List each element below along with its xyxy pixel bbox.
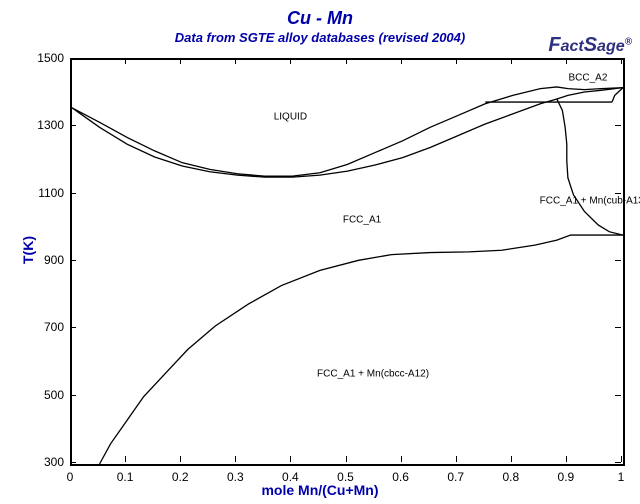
x-tick-label: 0.4 (282, 470, 299, 484)
x-tick (401, 58, 402, 64)
chart-title: Cu - Mn (0, 8, 640, 29)
x-tick (180, 456, 181, 462)
logo-letter-s: S (584, 34, 597, 56)
phase-region-label: FCC_A1 + Mn(cub-A13) (540, 196, 640, 207)
phase-region-label: FCC_A1 + Mn(cbcc-A12) (317, 369, 429, 380)
x-tick (621, 456, 622, 462)
curve-fcc_boundary (557, 99, 623, 235)
x-tick (511, 456, 512, 462)
y-tick (615, 462, 621, 463)
curve-bcc_boundary (612, 88, 623, 102)
curve-cbcc_solvus (100, 235, 623, 464)
x-tick (180, 58, 181, 64)
x-tick (401, 456, 402, 462)
x-tick (125, 456, 126, 462)
x-tick-label: 0.5 (337, 470, 354, 484)
x-tick-label: 0 (67, 470, 74, 484)
y-tick (70, 125, 76, 126)
y-tick (615, 125, 621, 126)
phase-region-label: BCC_A2 (568, 73, 607, 84)
x-tick (456, 456, 457, 462)
x-tick (456, 58, 457, 64)
y-tick-label: 300 (24, 455, 64, 469)
x-tick (70, 58, 71, 64)
x-tick (290, 456, 291, 462)
y-tick-label: 1100 (24, 186, 64, 200)
y-tick (70, 462, 76, 463)
y-tick (615, 260, 621, 261)
x-tick-label: 0.8 (502, 470, 519, 484)
phase-region-label: LIQUID (274, 111, 307, 122)
x-tick (621, 58, 622, 64)
x-tick-label: 0.2 (172, 470, 189, 484)
x-tick (125, 58, 126, 64)
x-tick-label: 1 (618, 470, 625, 484)
y-tick-label: 1500 (24, 51, 64, 65)
factsage-logo: FactSage® (548, 34, 632, 57)
x-tick (346, 58, 347, 64)
x-tick (566, 456, 567, 462)
x-axis-label: mole Mn/(Cu+Mn) (0, 482, 640, 498)
y-tick-label: 900 (24, 253, 64, 267)
y-tick (615, 193, 621, 194)
phase-diagram-curves (72, 60, 623, 464)
y-tick-label: 1300 (24, 118, 64, 132)
y-tick (70, 327, 76, 328)
x-tick-label: 0.9 (558, 470, 575, 484)
y-tick (70, 193, 76, 194)
logo-text-age: age (597, 38, 625, 55)
curve-liquidus (72, 87, 623, 176)
x-tick-label: 0.1 (117, 470, 134, 484)
y-tick-label: 700 (24, 320, 64, 334)
chart-subtitle: Data from SGTE alloy databases (revised … (0, 30, 640, 45)
x-tick (511, 58, 512, 64)
phase-region-label: FCC_A1 (343, 214, 381, 225)
x-tick (346, 456, 347, 462)
y-tick (70, 395, 76, 396)
x-tick (290, 58, 291, 64)
y-tick (70, 260, 76, 261)
x-tick (566, 58, 567, 64)
x-tick (235, 456, 236, 462)
x-tick-label: 0.7 (447, 470, 464, 484)
logo-letter-f: F (548, 34, 560, 56)
y-tick (615, 395, 621, 396)
x-tick (70, 456, 71, 462)
y-tick (615, 327, 621, 328)
x-tick-label: 0.3 (227, 470, 244, 484)
logo-registered: ® (625, 37, 632, 48)
x-tick (235, 58, 236, 64)
plot-area (70, 58, 625, 466)
y-tick-label: 500 (24, 388, 64, 402)
x-tick-label: 0.6 (392, 470, 409, 484)
logo-text-act: act (561, 38, 584, 55)
